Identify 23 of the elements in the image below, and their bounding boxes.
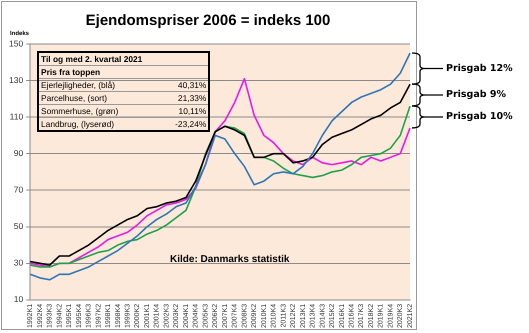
annotation: -23,24% <box>144 118 210 131</box>
annotation: Sommerhuse, (grøn) <box>38 104 144 118</box>
y-tick-label: 50 <box>14 221 24 232</box>
annotation: Kilde: Danmarks statistik <box>170 254 290 265</box>
text: Prisgab 12% <box>446 62 513 74</box>
text: Prisgab 10% <box>446 111 513 122</box>
y-tick-label: 150 <box>8 38 24 48</box>
chart-title: Ejendomspriser 2006 = indeks 100 <box>86 12 330 30</box>
text: Prisgab 9% <box>446 89 506 100</box>
annotation: Landbrug, (lyserød) <box>38 118 144 131</box>
annotation: 40,31% <box>144 78 210 92</box>
y-tick-label: 30 <box>14 258 24 268</box>
y-tick-label: 130 <box>8 74 24 85</box>
annotation: Parcelhuse, (sort) <box>38 92 144 104</box>
y-tick-label: 110 <box>10 111 24 122</box>
annotation: Til og med 2. kvartal 2021 <box>38 52 144 66</box>
y-tick-label: 70 <box>14 184 24 195</box>
annotation: Ejerlejligheder, (blå) <box>38 78 144 92</box>
y-tick-label: 90 <box>14 148 24 158</box>
annotation: 10,11% <box>144 104 210 118</box>
y-tick-label: 10 <box>14 294 24 304</box>
annotation: Pris fra toppen <box>38 66 144 78</box>
annotation: 21,33% <box>144 92 210 104</box>
